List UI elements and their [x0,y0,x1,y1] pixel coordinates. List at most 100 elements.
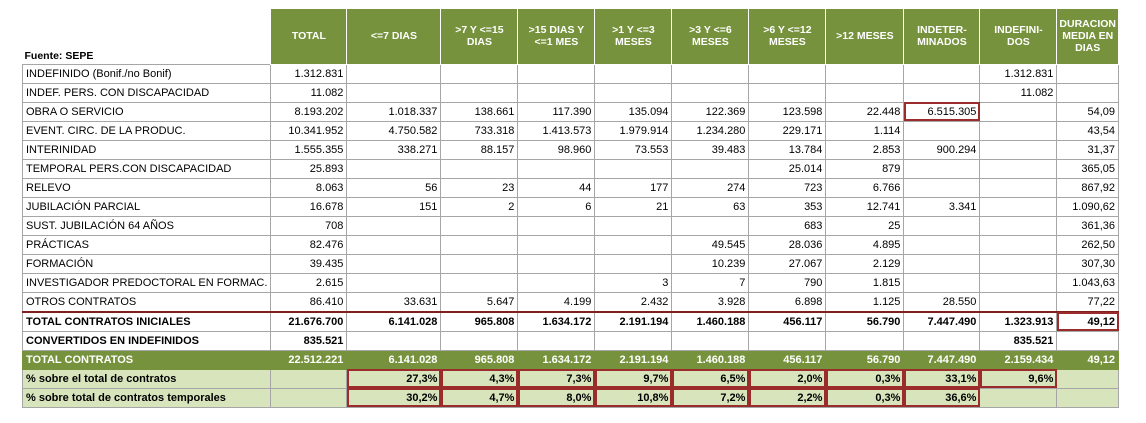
table-cell [979,253,1058,274]
table-cell [903,82,981,103]
table-cell: 6.141.028 [346,310,442,332]
table-cell [979,158,1058,179]
table-row: OBRA O SERVICIO 8.193.202 1.018.337 138.661… [21,101,1120,122]
table-cell: 82.476 [270,234,348,255]
table-cell [346,158,442,179]
table-cell [517,63,596,84]
row-label: % sobre total de contratos temporales [21,387,272,408]
table-cell: 2.853 [825,139,905,160]
table-cell: 2.191.194 [594,349,673,370]
row-label: OTROS CONTRATOS [21,291,272,312]
table-cell [440,158,519,179]
table-cell: 456.117 [748,349,827,370]
table-cell [671,158,750,179]
table-cell: 10.239 [671,253,750,274]
table-cell: 7.447.490 [903,310,981,332]
table-cell: 25.014 [748,158,827,179]
table-cell [979,196,1058,217]
table-cell: 6.515.305 [903,101,981,122]
table-cell [594,82,673,103]
table-cell: 28.036 [748,234,827,255]
table-cell [903,120,981,141]
table-cell: 31,37 [1056,139,1120,160]
table-cell: 22.448 [825,101,905,122]
row-label: EVENT. CIRC. DE LA PRODUC. [21,120,272,141]
table-cell: 1.114 [825,120,905,141]
table-cell: 2 [440,196,519,217]
table-cell: 49.545 [671,234,750,255]
column-header: >15 DIAS Y <=1 MES [517,8,596,65]
column-header: >7 Y <=15 DIAS [440,8,519,65]
table-row: SUST. JUBILACIÓN 64 AÑOS 708 683 25 361,36 [21,215,1120,236]
table-cell: 11.082 [979,82,1058,103]
table-cell: 1.460.188 [671,349,750,370]
table-cell: 7,2% [671,387,750,408]
row-label: INDEFINIDO (Bonif./no Bonif) [21,63,272,84]
table-row: JUBILACIÓN PARCIAL 16.678 151 2 6 21 63 353 12.7… [21,196,1120,217]
table-row: PRÁCTICAS 82.476 49.545 28.036 4.895 262,50 [21,234,1120,255]
table-cell [346,82,442,103]
table-cell: 56 [346,177,442,198]
table-cell [346,63,442,84]
table-cell: 1.090,62 [1056,196,1120,217]
table-cell: 2.159.434 [979,349,1058,370]
table-cell [440,215,519,236]
column-header: >3 Y <=6 MESES [671,8,750,65]
table-cell [748,330,827,351]
column-header: <=7 DIAS [346,8,442,65]
table-cell [825,330,905,351]
table-cell: 6.766 [825,177,905,198]
table-cell: 4,3% [440,368,519,389]
table-cell [517,234,596,255]
table-cell: 338.271 [346,139,442,160]
table-cell: 4.750.582 [346,120,442,141]
table-cell [748,82,827,103]
table-cell: 1.634.172 [517,349,596,370]
table-cell: 361,36 [1056,215,1120,236]
table-cell [440,82,519,103]
table-cell [346,330,442,351]
table-cell [517,253,596,274]
column-header: INDETER- MINADOS [903,8,981,65]
row-label: INVESTIGADOR PREDOCTORAL EN FORMAC. [21,272,272,293]
table-cell [903,63,981,84]
table-container: Fuente: SEPE TOTAL <=7 DIAS >7 Y <=15 DIAS… [21,8,1120,408]
table-cell [903,272,981,293]
table-cell: 6,5% [671,368,750,389]
table-cell [270,368,348,389]
row-label: OBRA O SERVICIO [21,101,272,122]
table-cell [903,158,981,179]
table-cell [517,215,596,236]
table-cell: 88.157 [440,139,519,160]
table-row: INDEFINIDO (Bonif./no Bonif) 1.312.831 1.3… [21,63,1120,84]
table-cell: 683 [748,215,827,236]
table-cell [979,177,1058,198]
row-label: CONVERTIDOS EN INDEFINIDOS [21,330,272,351]
table-cell: 138.661 [440,101,519,122]
table-cell: 1.413.573 [517,120,596,141]
table-body: INDEFINIDO (Bonif./no Bonif) 1.312.831 1.3… [21,63,1120,408]
table-cell: 900.294 [903,139,981,160]
table-cell: 3.928 [671,291,750,312]
table-cell [671,63,750,84]
table-cell: 1.043,63 [1056,272,1120,293]
table-row: TOTAL CONTRATOS 22.512.221 6.141.028 965.80… [21,349,1120,370]
table-cell [903,215,981,236]
table-cell: 365,05 [1056,158,1120,179]
table-cell [594,215,673,236]
column-header: >6 Y <=12 MESES [748,8,827,65]
table-cell [440,272,519,293]
table-cell [594,158,673,179]
table-cell [979,120,1058,141]
table-cell: 33,1% [903,368,981,389]
table-cell: 965.808 [440,310,519,332]
table-cell: 867,92 [1056,177,1120,198]
table-cell: 3.341 [903,196,981,217]
table-cell [440,63,519,84]
table-cell: 9,7% [594,368,673,389]
table-cell [671,330,750,351]
table-cell: 77,22 [1056,291,1120,312]
column-header: INDEFINI- DOS [979,8,1058,65]
table-cell [748,63,827,84]
table-cell: 1.555.355 [270,139,348,160]
